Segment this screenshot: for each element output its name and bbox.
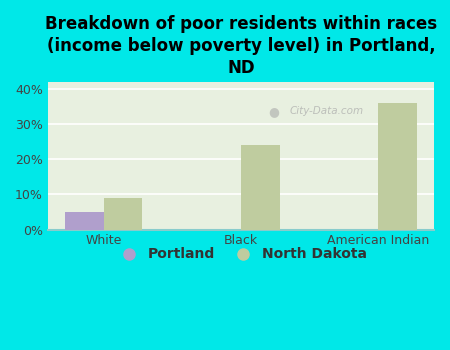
Bar <box>241 145 279 230</box>
Bar <box>378 103 417 230</box>
Legend: Portland, North Dakota: Portland, North Dakota <box>109 242 373 267</box>
Text: City-Data.com: City-Data.com <box>289 106 363 116</box>
Bar <box>104 198 142 230</box>
Bar <box>65 212 104 230</box>
Text: ●: ● <box>269 105 279 118</box>
Title: Breakdown of poor residents within races
(income below poverty level) in Portlan: Breakdown of poor residents within races… <box>45 15 437 77</box>
